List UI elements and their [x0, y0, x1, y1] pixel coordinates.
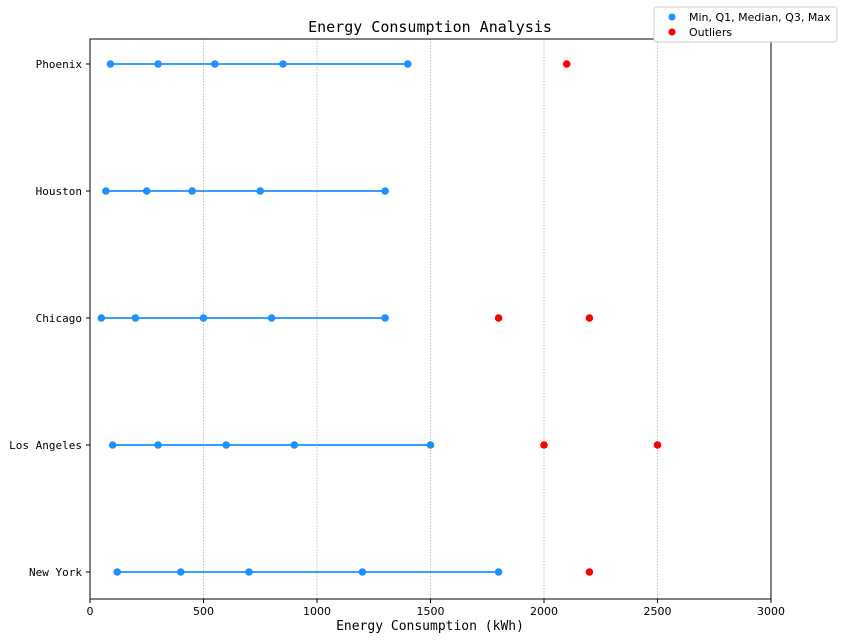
outlier-point-chicago [494, 314, 503, 322]
x-tick-label: 500 [193, 605, 214, 618]
outlier-point-los-angeles [540, 441, 548, 449]
y-axis-ticks: New York Los Angeles Chicago Houston Phoenix [9, 58, 90, 579]
min-point-new-york [113, 568, 122, 576]
y-tick-label: Los Angeles [9, 439, 82, 452]
y-tick-label: Houston [36, 185, 82, 198]
outlier-point-new-york [585, 568, 594, 576]
x-tick-label: 1000 [303, 605, 331, 618]
max-point-los-angeles [426, 441, 435, 449]
q3-point-new-york [358, 568, 367, 576]
q3-point-houston [256, 187, 265, 195]
chart-title: Energy Consumption Analysis [308, 18, 552, 36]
y-tick-label: Chicago [36, 312, 82, 325]
legend-box [653, 6, 838, 43]
median-point-houston [188, 187, 196, 195]
y-tick-label: Phoenix [36, 58, 83, 71]
q3-point-los-angeles [290, 441, 299, 449]
q3-point-chicago [267, 314, 276, 322]
median-point-los-angeles [222, 441, 230, 449]
min-point-houston [102, 187, 110, 195]
legend-marker-quartiles [668, 13, 676, 21]
x-axis-ticks: 0 500 1000 1500 2000 2500 3000 [87, 599, 785, 618]
min-point-chicago [97, 314, 106, 322]
outlier-point-phoenix [562, 60, 571, 68]
y-tick-label: New York [29, 566, 82, 579]
max-point-phoenix [404, 60, 412, 68]
q1-point-phoenix [154, 60, 162, 68]
x-tick-label: 0 [87, 605, 94, 618]
x-tick-label: 1500 [417, 605, 445, 618]
max-point-houston [381, 187, 389, 195]
x-axis-label: Energy Consumption (kWh) [336, 619, 524, 634]
x-tick-label: 2500 [644, 605, 672, 618]
max-point-chicago [381, 314, 389, 322]
q1-point-chicago [131, 314, 140, 322]
outlier-point-chicago [585, 314, 594, 322]
min-point-los-angeles [108, 441, 117, 449]
median-point-phoenix [211, 60, 219, 68]
x-tick-label: 3000 [757, 605, 785, 618]
median-point-chicago [199, 314, 208, 322]
max-point-new-york [494, 568, 503, 576]
q1-point-houston [142, 187, 151, 195]
x-tick-label: 2000 [530, 605, 558, 618]
q1-point-los-angeles [154, 441, 162, 449]
legend-label-outliers: Outliers [689, 26, 732, 39]
legend-marker-outliers [668, 28, 676, 36]
legend-label-quartiles: Min, Q1, Median, Q3, Max [689, 11, 831, 24]
q1-point-new-york [177, 568, 185, 576]
median-point-new-york [245, 568, 253, 576]
series-layer [97, 60, 662, 576]
min-point-phoenix [106, 60, 115, 68]
legend: Min, Q1, Median, Q3, Max Outliers [653, 6, 838, 43]
outlier-point-los-angeles [653, 441, 662, 449]
q3-point-phoenix [279, 60, 287, 68]
